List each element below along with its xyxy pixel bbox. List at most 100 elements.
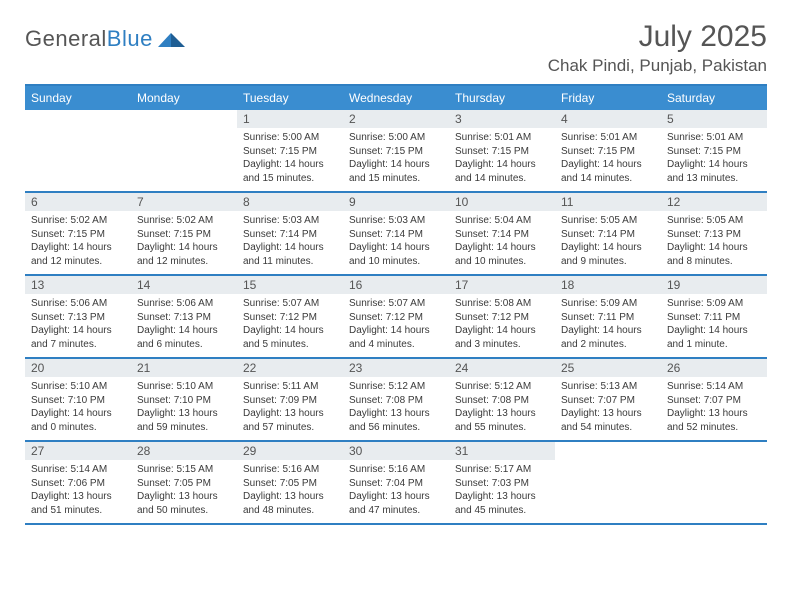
day-line: Sunrise: 5:08 AM [455,297,549,311]
day-line: Sunset: 7:14 PM [561,228,655,242]
day-line: Sunset: 7:15 PM [561,145,655,159]
day-line: Sunset: 7:13 PM [137,311,231,325]
day-number: 26 [661,359,767,377]
day-cell: 9Sunrise: 5:03 AMSunset: 7:14 PMDaylight… [343,192,449,275]
title-block: July 2025 Chak Pindi, Punjab, Pakistan [548,20,767,76]
calendar-table: SundayMondayTuesdayWednesdayThursdayFrid… [25,84,767,525]
day-line: and 51 minutes. [31,504,125,518]
day-cell: 14Sunrise: 5:06 AMSunset: 7:13 PMDayligh… [131,275,237,358]
day-body: Sunrise: 5:16 AMSunset: 7:04 PMDaylight:… [343,460,449,517]
day-line: Daylight: 14 hours [137,241,231,255]
day-line: Sunrise: 5:01 AM [561,131,655,145]
day-cell: 5Sunrise: 5:01 AMSunset: 7:15 PMDaylight… [661,110,767,192]
day-line: and 6 minutes. [137,338,231,352]
day-line: Daylight: 14 hours [243,324,337,338]
day-line: Daylight: 14 hours [455,241,549,255]
day-body: Sunrise: 5:07 AMSunset: 7:12 PMDaylight:… [237,294,343,351]
day-line: Sunrise: 5:16 AM [349,463,443,477]
day-body: Sunrise: 5:08 AMSunset: 7:12 PMDaylight:… [449,294,555,351]
day-number: 15 [237,276,343,294]
day-line: Sunrise: 5:06 AM [137,297,231,311]
day-cell: 23Sunrise: 5:12 AMSunset: 7:08 PMDayligh… [343,358,449,441]
day-line: Daylight: 13 hours [137,407,231,421]
day-line: and 50 minutes. [137,504,231,518]
day-line: Sunrise: 5:13 AM [561,380,655,394]
day-cell: 15Sunrise: 5:07 AMSunset: 7:12 PMDayligh… [237,275,343,358]
day-number: 17 [449,276,555,294]
day-line: Sunset: 7:13 PM [31,311,125,325]
day-line: and 9 minutes. [561,255,655,269]
day-body: Sunrise: 5:12 AMSunset: 7:08 PMDaylight:… [449,377,555,434]
day-number: 27 [25,442,131,460]
day-body: Sunrise: 5:09 AMSunset: 7:11 PMDaylight:… [555,294,661,351]
day-line: Sunset: 7:15 PM [349,145,443,159]
day-cell: 19Sunrise: 5:09 AMSunset: 7:11 PMDayligh… [661,275,767,358]
day-line: Sunrise: 5:05 AM [561,214,655,228]
day-number: 8 [237,193,343,211]
day-line: and 13 minutes. [667,172,761,186]
day-line: Daylight: 13 hours [243,490,337,504]
day-line: Daylight: 13 hours [243,407,337,421]
week-row: 1Sunrise: 5:00 AMSunset: 7:15 PMDaylight… [25,110,767,192]
day-cell [661,441,767,524]
day-line: Sunset: 7:11 PM [667,311,761,325]
day-line: Daylight: 14 hours [31,324,125,338]
day-line: Sunrise: 5:11 AM [243,380,337,394]
day-body: Sunrise: 5:06 AMSunset: 7:13 PMDaylight:… [25,294,131,351]
day-line: and 4 minutes. [349,338,443,352]
day-number: 6 [25,193,131,211]
day-line: Daylight: 14 hours [667,158,761,172]
day-number: 11 [555,193,661,211]
day-body: Sunrise: 5:03 AMSunset: 7:14 PMDaylight:… [343,211,449,268]
day-line: Sunset: 7:08 PM [349,394,443,408]
day-number: 18 [555,276,661,294]
header: GeneralBlue July 2025 Chak Pindi, Punjab… [25,20,767,76]
day-body: Sunrise: 5:14 AMSunset: 7:06 PMDaylight:… [25,460,131,517]
day-number: 9 [343,193,449,211]
day-cell: 31Sunrise: 5:17 AMSunset: 7:03 PMDayligh… [449,441,555,524]
day-number: 16 [343,276,449,294]
dow-row: SundayMondayTuesdayWednesdayThursdayFrid… [25,85,767,110]
dow-header: Monday [131,85,237,110]
day-line: Daylight: 13 hours [561,407,655,421]
week-row: 20Sunrise: 5:10 AMSunset: 7:10 PMDayligh… [25,358,767,441]
day-cell [131,110,237,192]
day-line: Sunset: 7:11 PM [561,311,655,325]
day-line: Sunrise: 5:14 AM [667,380,761,394]
dow-header: Wednesday [343,85,449,110]
day-line: Sunrise: 5:02 AM [137,214,231,228]
day-line: Daylight: 13 hours [31,490,125,504]
day-line: Sunrise: 5:00 AM [243,131,337,145]
day-cell [25,110,131,192]
day-cell: 3Sunrise: 5:01 AMSunset: 7:15 PMDaylight… [449,110,555,192]
day-line: Sunrise: 5:10 AM [31,380,125,394]
day-line: and 54 minutes. [561,421,655,435]
day-body: Sunrise: 5:01 AMSunset: 7:15 PMDaylight:… [449,128,555,185]
day-cell: 12Sunrise: 5:05 AMSunset: 7:13 PMDayligh… [661,192,767,275]
day-line: Daylight: 14 hours [561,324,655,338]
day-number: 28 [131,442,237,460]
day-number: 19 [661,276,767,294]
day-line: Sunrise: 5:07 AM [349,297,443,311]
day-line: Daylight: 14 hours [455,158,549,172]
dow-header: Friday [555,85,661,110]
day-line: and 14 minutes. [561,172,655,186]
day-body: Sunrise: 5:13 AMSunset: 7:07 PMDaylight:… [555,377,661,434]
day-line: Sunrise: 5:16 AM [243,463,337,477]
logo-blue: Blue [107,26,153,51]
day-line: and 3 minutes. [455,338,549,352]
day-line: Sunrise: 5:07 AM [243,297,337,311]
day-cell: 30Sunrise: 5:16 AMSunset: 7:04 PMDayligh… [343,441,449,524]
day-number: 10 [449,193,555,211]
day-line: Daylight: 13 hours [455,407,549,421]
day-line: Sunrise: 5:01 AM [455,131,549,145]
day-number: 23 [343,359,449,377]
week-row: 6Sunrise: 5:02 AMSunset: 7:15 PMDaylight… [25,192,767,275]
day-line: Sunset: 7:15 PM [243,145,337,159]
day-cell: 25Sunrise: 5:13 AMSunset: 7:07 PMDayligh… [555,358,661,441]
day-line: Sunset: 7:05 PM [137,477,231,491]
day-line: and 12 minutes. [31,255,125,269]
logo-text: GeneralBlue [25,26,153,52]
page-title: July 2025 [548,20,767,54]
day-body: Sunrise: 5:12 AMSunset: 7:08 PMDaylight:… [343,377,449,434]
